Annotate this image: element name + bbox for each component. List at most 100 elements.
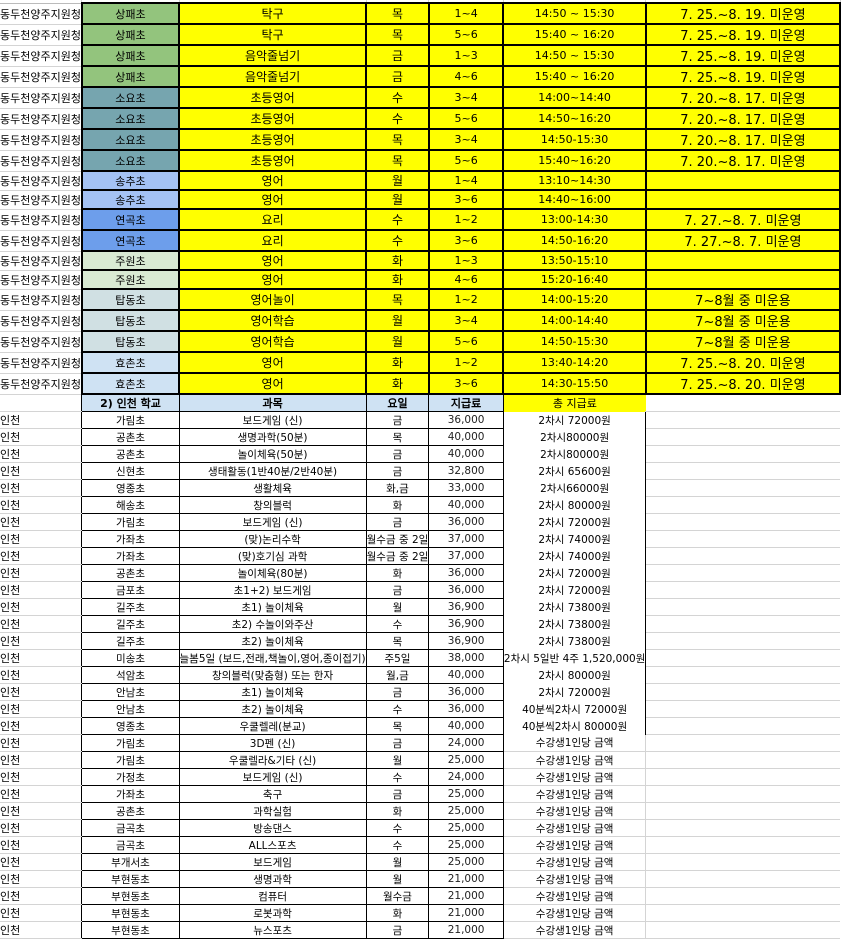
fee-cell[interactable]: 36,900 xyxy=(428,598,504,616)
region-cell[interactable]: 인천 xyxy=(0,411,82,429)
region-cell[interactable]: 인천 xyxy=(0,904,82,922)
grade-cell[interactable]: 5~6 xyxy=(427,23,505,46)
day-cell[interactable]: 월,금 xyxy=(365,666,430,684)
region-cell[interactable]: 동두천양주지원청 xyxy=(0,190,82,210)
school-cell[interactable]: 부현동초 xyxy=(81,887,180,905)
region-cell[interactable]: 인천 xyxy=(0,479,82,497)
subject-cell[interactable]: 음악줄넘기 xyxy=(178,44,368,67)
region-cell[interactable]: 동두천양주지원청 xyxy=(0,289,82,311)
grade-cell[interactable]: 1~4 xyxy=(427,2,505,25)
school-cell[interactable]: 탑동초 xyxy=(80,309,181,332)
subject-cell[interactable]: 음악줄넘기 xyxy=(178,65,368,88)
day-cell[interactable]: 수 xyxy=(365,208,430,231)
region-cell[interactable]: 인천 xyxy=(0,751,82,769)
school-cell[interactable]: 공촌초 xyxy=(81,428,180,446)
total-cell[interactable]: 2차시 74000원 xyxy=(502,530,647,548)
subject-cell[interactable]: 우쿨렐라&기타 (신) xyxy=(178,751,367,769)
time-cell[interactable]: 14:40~16:00 xyxy=(502,189,647,210)
day-cell[interactable]: 화 xyxy=(365,351,430,374)
region-cell[interactable]: 인천 xyxy=(0,598,82,616)
school-cell[interactable]: 연곡초 xyxy=(80,229,181,252)
total-cell[interactable]: 2차시 72000원 xyxy=(502,564,647,582)
school-cell[interactable]: 상패초 xyxy=(80,65,181,88)
school-cell[interactable]: 금곡초 xyxy=(81,819,180,837)
school-cell[interactable]: 송추초 xyxy=(80,189,181,210)
empty-cell[interactable] xyxy=(645,530,840,548)
region-cell[interactable]: 동두천양주지원청 xyxy=(0,45,82,67)
day-cell[interactable]: 수 xyxy=(365,86,430,109)
empty-cell[interactable] xyxy=(645,513,840,531)
school-cell[interactable]: 소요초 xyxy=(80,149,181,172)
region-cell[interactable]: 동두천양주지원청 xyxy=(0,3,82,25)
total-cell[interactable]: 수강생1인당 금액 xyxy=(502,836,647,854)
region-cell[interactable]: 동두천양주지원청 xyxy=(0,230,82,252)
subject-cell[interactable]: 영어 xyxy=(178,372,368,395)
region-cell[interactable]: 동두천양주지원청 xyxy=(0,310,82,332)
total-cell[interactable]: 2차시 74000원 xyxy=(502,547,647,565)
day-cell[interactable]: 월 xyxy=(365,598,430,616)
school-cell[interactable]: 공촌초 xyxy=(81,445,180,463)
day-cell[interactable]: 화 xyxy=(365,372,430,395)
time-cell[interactable]: 14:00-14:40 xyxy=(502,309,647,332)
region-cell[interactable]: 인천 xyxy=(0,581,82,599)
region-cell[interactable]: 인천 xyxy=(0,649,82,667)
grade-cell[interactable]: 1~4 xyxy=(427,170,505,191)
fee-cell[interactable]: 36,900 xyxy=(428,632,504,650)
subject-cell[interactable]: 초등영어 xyxy=(178,149,368,172)
note-cell[interactable] xyxy=(644,250,841,271)
time-cell[interactable]: 15:40~16:20 xyxy=(502,149,647,172)
subject-cell[interactable]: 우쿨렐레(분교) xyxy=(178,717,367,735)
subject-cell[interactable]: 놀이체육(50분) xyxy=(178,445,367,463)
subject-cell[interactable]: ALL스포츠 xyxy=(178,836,367,854)
subject-cell[interactable]: 초2) 놀이체육 xyxy=(178,700,367,718)
total-cell[interactable]: 수강생1인당 금액 xyxy=(502,921,647,939)
day-cell[interactable]: 월수금 중 2일 xyxy=(365,530,430,548)
empty-cell[interactable] xyxy=(645,666,840,684)
subject-cell[interactable]: 창의블럭 xyxy=(178,496,367,514)
school-cell[interactable]: 부현동초 xyxy=(81,921,180,939)
day-cell[interactable]: 화 xyxy=(365,564,430,582)
grade-cell[interactable]: 3~4 xyxy=(427,128,505,151)
total-cell[interactable]: 40분씩2차시 80000원 xyxy=(502,717,647,735)
grade-cell[interactable]: 5~6 xyxy=(427,330,505,353)
empty-cell[interactable] xyxy=(645,904,840,922)
day-cell[interactable]: 수 xyxy=(365,819,430,837)
empty-cell[interactable] xyxy=(645,564,840,582)
day-cell[interactable]: 목 xyxy=(365,2,430,25)
day-cell[interactable]: 금 xyxy=(365,445,430,463)
empty-cell[interactable] xyxy=(645,615,840,633)
fee-cell[interactable]: 25,000 xyxy=(428,836,504,854)
fee-cell[interactable]: 40,000 xyxy=(428,428,504,446)
day-cell[interactable]: 수 xyxy=(365,836,430,854)
subject-cell[interactable]: 초1) 놀이체육 xyxy=(178,598,367,616)
total-cell[interactable]: 2차시 73800원 xyxy=(502,615,647,633)
school-cell[interactable]: 공촌초 xyxy=(81,802,180,820)
empty-cell[interactable] xyxy=(645,836,840,854)
day-cell[interactable]: 월수금 xyxy=(365,887,430,905)
total-cell[interactable]: 2차시 73800원 xyxy=(502,598,647,616)
day-cell[interactable]: 수 xyxy=(365,615,430,633)
school-cell[interactable]: 해송초 xyxy=(81,496,180,514)
day-cell[interactable]: 목 xyxy=(365,717,430,735)
school-cell[interactable]: 상패초 xyxy=(80,23,181,46)
subject-cell[interactable]: 탁구 xyxy=(178,2,368,25)
empty-cell[interactable] xyxy=(645,734,840,752)
total-cell[interactable]: 2차시80000원 xyxy=(502,428,647,446)
total-cell[interactable]: 2차시 72000원 xyxy=(502,411,647,429)
total-cell[interactable]: 2차시 72000원 xyxy=(502,581,647,599)
region-cell[interactable]: 동두천양주지원청 xyxy=(0,251,82,271)
total-cell[interactable]: 2차시66000원 xyxy=(502,479,647,497)
empty-cell[interactable] xyxy=(645,445,840,463)
school-cell[interactable]: 미송초 xyxy=(81,649,180,667)
school-cell[interactable]: 소요초 xyxy=(80,107,181,130)
region-cell[interactable]: 인천 xyxy=(0,870,82,888)
grade-cell[interactable]: 5~6 xyxy=(427,107,505,130)
region-cell[interactable] xyxy=(0,394,82,412)
grade-cell[interactable]: 1~2 xyxy=(427,288,505,311)
school-cell[interactable]: 가림초 xyxy=(81,411,180,429)
fee-cell[interactable]: 36,000 xyxy=(428,411,504,429)
subject-cell[interactable]: 초등영어 xyxy=(178,86,368,109)
time-cell[interactable]: 14:50 ~ 15:30 xyxy=(502,2,647,25)
fee-cell[interactable]: 36,000 xyxy=(428,683,504,701)
school-cell[interactable]: 길주초 xyxy=(81,598,180,616)
